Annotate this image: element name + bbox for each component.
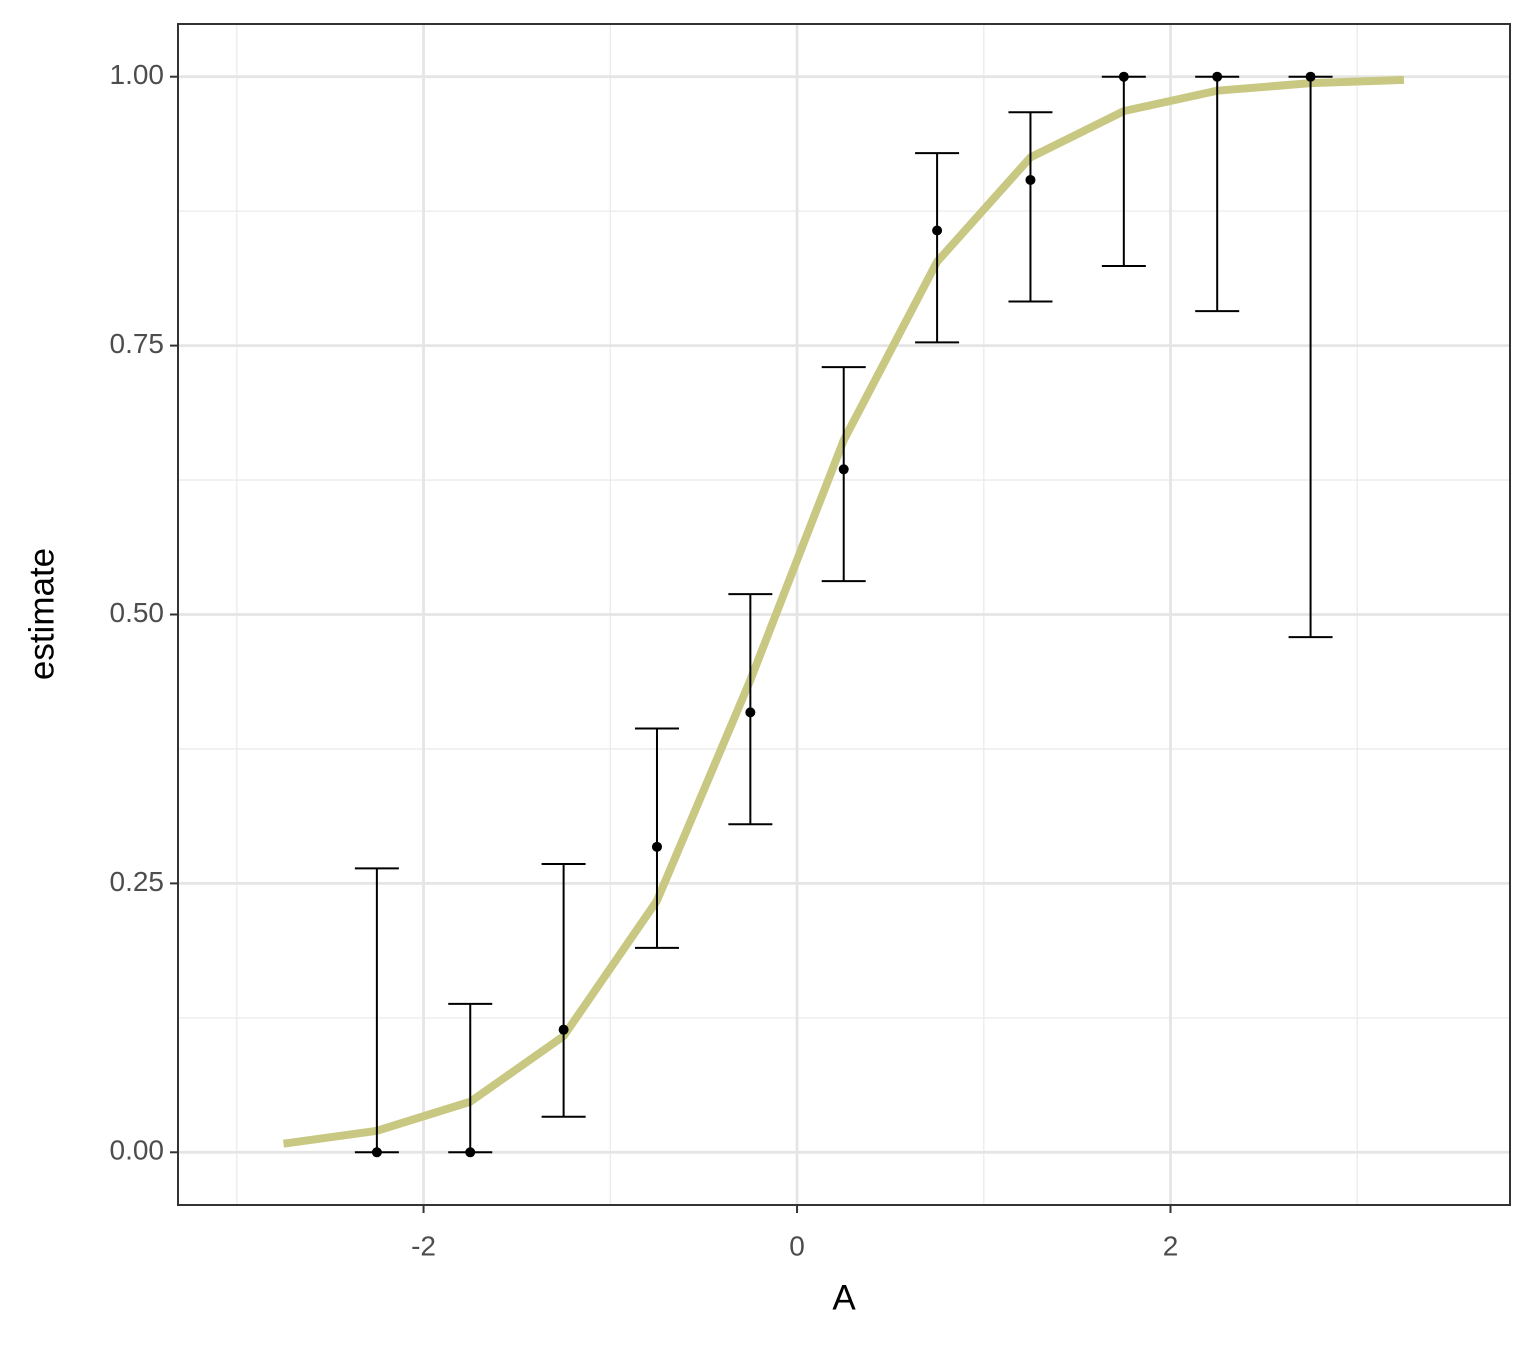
point xyxy=(1305,71,1316,82)
fit-line xyxy=(282,75,1405,1148)
y-tick-label: 0.25 xyxy=(110,866,165,897)
y-tick-label: 0.75 xyxy=(110,328,165,359)
y-tick-label: 0.50 xyxy=(110,597,165,628)
y-axis-title: estimate xyxy=(22,548,61,680)
point xyxy=(1118,71,1129,82)
x-tick-label: -2 xyxy=(411,1230,436,1261)
x-tick-label: 0 xyxy=(789,1230,805,1261)
point xyxy=(558,1024,569,1035)
point xyxy=(1025,174,1036,185)
point xyxy=(371,1147,382,1158)
point xyxy=(745,707,756,718)
point xyxy=(932,225,943,236)
x-tick-label: 2 xyxy=(1163,1230,1179,1261)
point xyxy=(465,1147,476,1158)
point xyxy=(838,464,849,475)
point xyxy=(651,841,662,852)
point xyxy=(1212,71,1223,82)
x-axis-title: A xyxy=(832,1278,856,1317)
panel-border xyxy=(177,23,1511,1206)
y-tick-label: 0.00 xyxy=(110,1135,165,1166)
y-tick-label: 1.00 xyxy=(110,59,165,90)
